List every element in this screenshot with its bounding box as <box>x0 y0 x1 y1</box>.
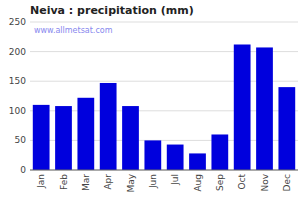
bar <box>122 106 139 170</box>
x-tick-label: Sep <box>215 174 225 191</box>
y-tick-label: 200 <box>9 47 26 57</box>
chart-svg: Neiva : precipitation (mm) 0 50 100 150 200 25… <box>0 0 306 200</box>
bar <box>278 87 295 170</box>
bar <box>77 98 94 170</box>
bar <box>100 83 117 170</box>
bars <box>33 44 295 170</box>
x-tick-label: Jun <box>148 174 158 189</box>
x-axis: Jan Feb Mar Apr May Jun Jul Aug Sep Oct Nov Dec <box>36 173 292 192</box>
x-tick-label: Aug <box>193 174 203 192</box>
y-tick-label: 50 <box>15 135 27 145</box>
title: Neiva : precipitation (mm) <box>30 4 194 17</box>
x-tick-label: May <box>126 173 136 192</box>
bar <box>144 140 161 170</box>
y-axis: 0 50 100 150 200 250 <box>9 17 298 175</box>
chart-container: Neiva : precipitation (mm) 0 50 100 150 200 25… <box>0 0 306 200</box>
bar <box>55 106 72 170</box>
x-tick-label: Mar <box>81 174 91 191</box>
grid-line <box>30 22 298 23</box>
bar <box>211 134 228 170</box>
bar <box>167 145 184 170</box>
x-tick-label: Feb <box>59 174 69 190</box>
x-axis-line <box>30 170 298 171</box>
x-tick-label: Oct <box>237 174 247 190</box>
watermark: www.allmetsat.com <box>34 26 113 35</box>
bar <box>234 44 251 170</box>
y-tick-label: 100 <box>9 106 26 116</box>
x-tick-label: Jul <box>170 174 180 186</box>
grid-line <box>30 170 298 171</box>
x-tick-label: Nov <box>260 173 270 191</box>
x-tick-label: Jan <box>36 174 46 189</box>
y-tick-label: 250 <box>9 17 26 27</box>
y-tick-label: 0 <box>20 165 26 175</box>
bar <box>33 105 50 170</box>
x-tick-label: Dec <box>282 174 292 191</box>
bar <box>256 47 273 170</box>
x-tick-label: Apr <box>103 174 113 190</box>
y-tick-label: 150 <box>9 76 26 86</box>
bar <box>189 153 206 170</box>
